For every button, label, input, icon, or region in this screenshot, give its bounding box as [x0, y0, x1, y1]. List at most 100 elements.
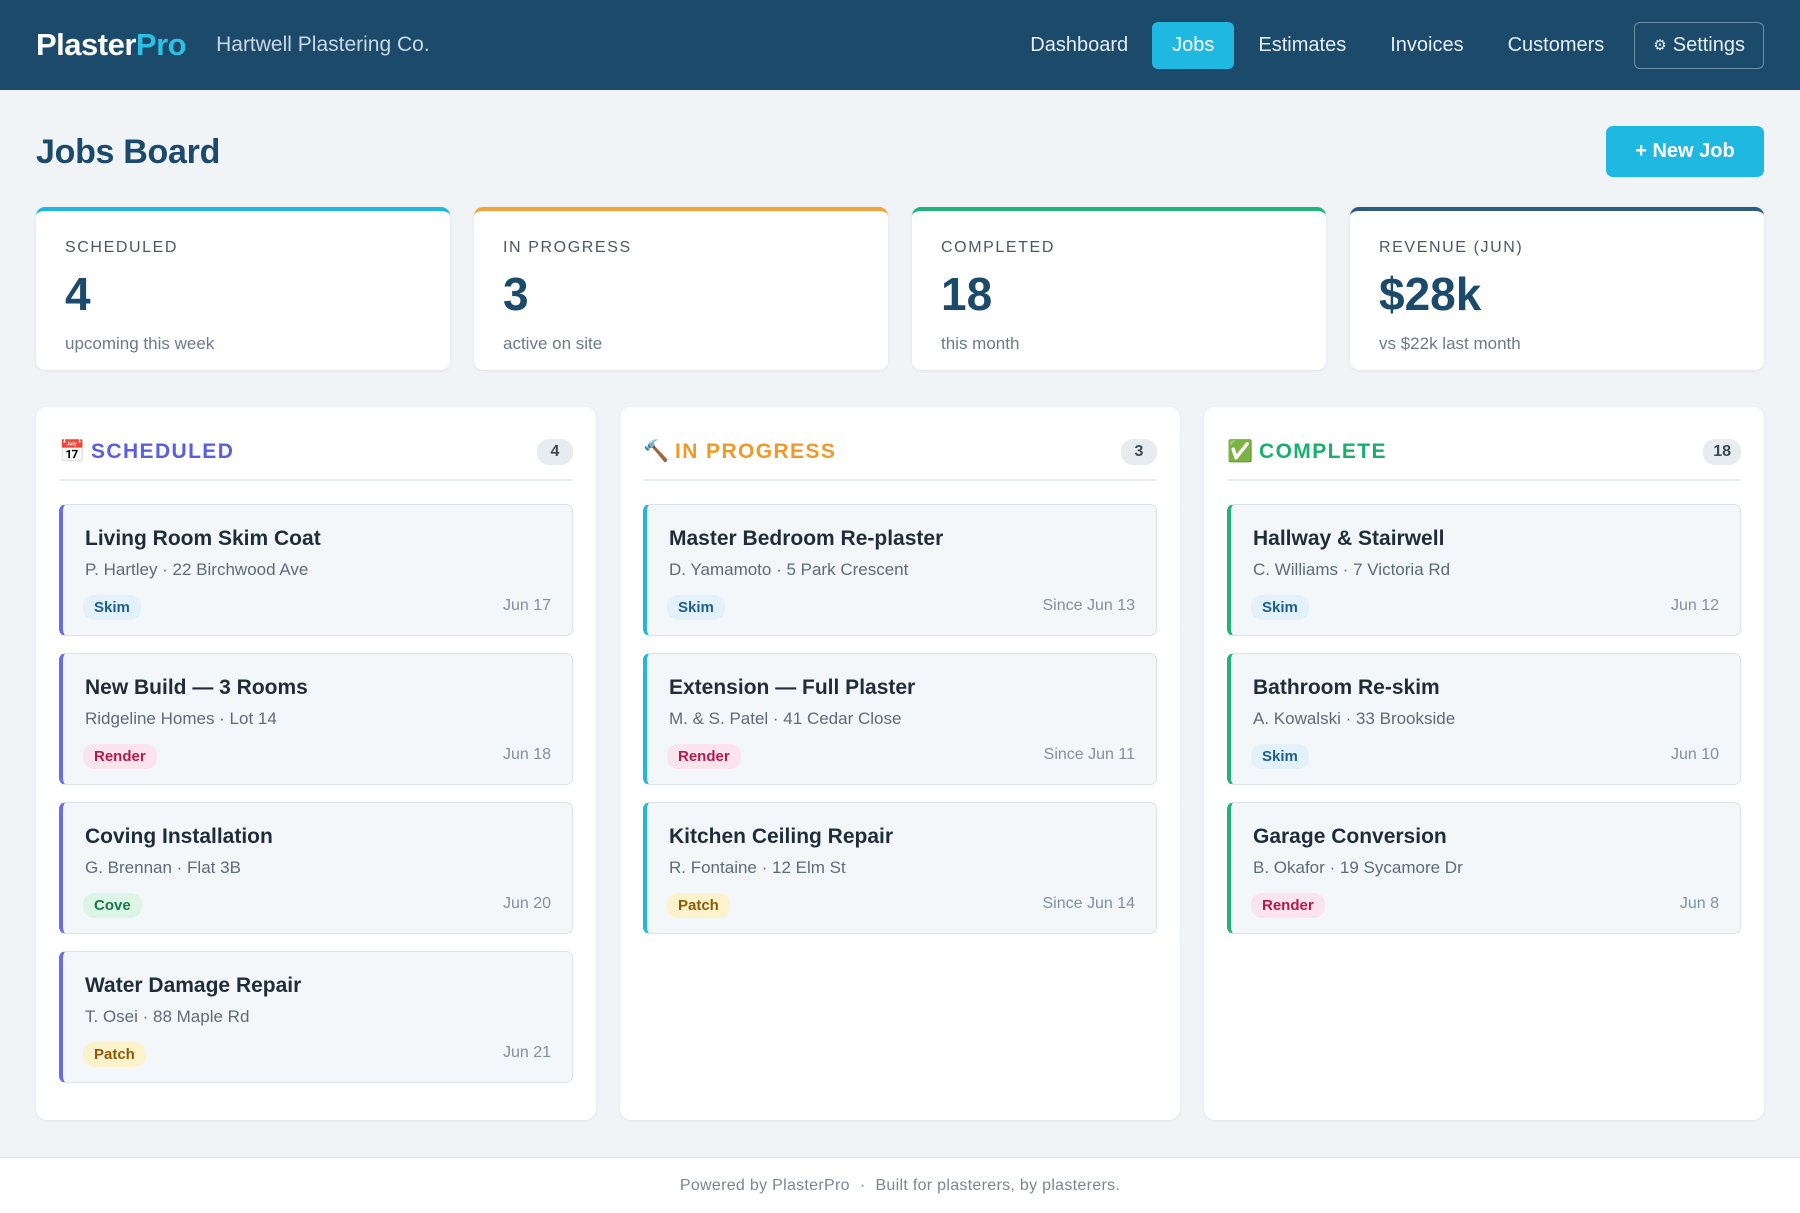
- job-type-tag: Patch: [667, 893, 730, 918]
- stat-value: 4: [65, 268, 91, 320]
- job-card[interactable]: Extension — Full Plaster M. & S. Patel ·…: [643, 653, 1157, 785]
- job-card[interactable]: Coving Installation G. Brennan · Flat 3B…: [59, 802, 573, 934]
- footer-powered-by: Powered by PlasterPro: [679, 1176, 850, 1194]
- new-job-button[interactable]: + New Job: [1606, 126, 1764, 177]
- stat-card-revenue: REVENUE (JUN) $28k vs $22k last month: [1350, 207, 1764, 370]
- page-title: Jobs Board: [36, 133, 221, 171]
- footer-separator: ·: [859, 1176, 866, 1194]
- settings-label: Settings: [1672, 33, 1745, 56]
- top-navigation-bar: PlasterPro Hartwell Plastering Co. Dashb…: [0, 0, 1800, 90]
- job-meta: P. Hartley · 22 Birchwood Ave: [85, 560, 309, 579]
- stat-value: 18: [941, 268, 993, 320]
- job-meta: G. Brennan · Flat 3B: [85, 858, 241, 877]
- column-header: ✅ COMPLETE 18: [1227, 435, 1741, 481]
- job-card[interactable]: Kitchen Ceiling Repair R. Fontaine · 12 …: [643, 802, 1157, 934]
- job-meta: D. Yamamoto · 5 Park Crescent: [669, 560, 909, 579]
- company-name: Hartwell Plastering Co.: [216, 33, 430, 56]
- job-type-tag: Patch: [83, 1042, 146, 1067]
- logo-text-accent: Pro: [135, 27, 187, 62]
- job-card[interactable]: Living Room Skim Coat P. Hartley · 22 Bi…: [59, 504, 573, 636]
- job-title: Extension — Full Plaster: [669, 676, 916, 699]
- job-date: Jun 20: [502, 895, 551, 912]
- job-type-tag: Cove: [83, 893, 142, 918]
- hammer-icon: 🔨: [643, 440, 670, 463]
- job-title: New Build — 3 Rooms: [85, 676, 308, 699]
- job-type-tag: Render: [667, 744, 741, 769]
- nav-item-estimates[interactable]: Estimates: [1258, 33, 1347, 56]
- stat-subtext: active on site: [503, 334, 603, 353]
- job-type-tag: Skim: [667, 595, 725, 620]
- stat-subtext: this month: [941, 334, 1020, 353]
- column-title: COMPLETE: [1259, 440, 1387, 463]
- stat-value: $28k: [1379, 268, 1482, 320]
- job-title: Water Damage Repair: [85, 974, 302, 997]
- app-logo[interactable]: PlasterPro: [36, 27, 187, 63]
- gear-icon: ⚙: [1653, 37, 1667, 54]
- job-type-tag: Skim: [1251, 744, 1309, 769]
- check-icon: ✅: [1227, 440, 1254, 463]
- job-meta: Ridgeline Homes · Lot 14: [85, 709, 277, 728]
- job-title: Coving Installation: [85, 825, 273, 848]
- job-date: Jun 8: [1679, 895, 1719, 912]
- job-meta: A. Kowalski · 33 Brookside: [1253, 709, 1456, 728]
- jobs-kanban-board: 📅 SCHEDULED 4 Living Room Skim Coat P. H…: [36, 407, 1764, 1120]
- job-date: Jun 21: [502, 1044, 551, 1061]
- job-meta: B. Okafor · 19 Sycamore Dr: [1253, 858, 1463, 877]
- column-count-badge: 18: [1703, 439, 1741, 465]
- job-card[interactable]: New Build — 3 Rooms Ridgeline Homes · Lo…: [59, 653, 573, 785]
- column-header: 📅 SCHEDULED 4: [59, 435, 573, 481]
- job-date: Jun 17: [502, 597, 551, 614]
- nav-item-customers[interactable]: Customers: [1507, 33, 1605, 56]
- column-title: SCHEDULED: [91, 440, 235, 463]
- job-title: Kitchen Ceiling Repair: [669, 825, 894, 848]
- job-title: Hallway & Stairwell: [1253, 527, 1445, 550]
- job-type-tag: Render: [1251, 893, 1325, 918]
- job-title: Bathroom Re-skim: [1253, 676, 1440, 699]
- job-title: Master Bedroom Re-plaster: [669, 527, 944, 550]
- stat-label: COMPLETED: [941, 239, 1055, 256]
- logo-text-main: Plaster: [36, 27, 136, 62]
- stat-subtext: vs $22k last month: [1379, 334, 1521, 353]
- main-nav: Dashboard Jobs Estimates Invoices Custom…: [1010, 21, 1764, 69]
- job-date: Since Jun 11: [1043, 746, 1135, 763]
- column-in-progress: 🔨 IN PROGRESS 3 Master Bedroom Re-plaste…: [620, 407, 1180, 1120]
- job-card[interactable]: Master Bedroom Re-plaster D. Yamamoto · …: [643, 504, 1157, 636]
- job-date: Jun 12: [1670, 597, 1719, 614]
- job-card[interactable]: Garage Conversion B. Okafor · 19 Sycamor…: [1227, 802, 1741, 934]
- job-card[interactable]: Water Damage Repair T. Osei · 88 Maple R…: [59, 951, 573, 1083]
- stat-value: 3: [503, 268, 529, 320]
- job-date: Jun 10: [1670, 746, 1719, 763]
- stat-label: SCHEDULED: [65, 239, 179, 256]
- job-type-tag: Skim: [1251, 595, 1309, 620]
- footer-tagline: Built for plasterers, by plasterers.: [875, 1176, 1121, 1194]
- stat-card-completed: COMPLETED 18 this month: [912, 207, 1326, 370]
- job-meta: T. Osei · 88 Maple Rd: [85, 1007, 250, 1026]
- stat-card-scheduled: SCHEDULED 4 upcoming this week: [36, 207, 450, 370]
- job-date: Jun 18: [502, 746, 551, 763]
- settings-button[interactable]: ⚙ Settings: [1634, 21, 1764, 69]
- stat-card-in-progress: IN PROGRESS 3 active on site: [474, 207, 888, 370]
- nav-item-dashboard[interactable]: Dashboard: [1030, 33, 1129, 56]
- page-footer: Powered by PlasterPro · Built for plaste…: [0, 1157, 1800, 1213]
- job-meta: C. Williams · 7 Victoria Rd: [1253, 560, 1451, 579]
- stat-label: IN PROGRESS: [503, 239, 632, 256]
- column-count-badge: 4: [537, 439, 573, 465]
- stats-row: SCHEDULED 4 upcoming this week IN PROGRE…: [36, 207, 1764, 370]
- stat-subtext: upcoming this week: [65, 334, 215, 353]
- job-title: Living Room Skim Coat: [85, 527, 321, 550]
- job-meta: R. Fontaine · 12 Elm St: [669, 858, 846, 877]
- job-card[interactable]: Bathroom Re-skim A. Kowalski · 33 Brooks…: [1227, 653, 1741, 785]
- nav-item-invoices[interactable]: Invoices: [1390, 33, 1464, 56]
- nav-item-jobs[interactable]: Jobs: [1152, 21, 1235, 69]
- job-card[interactable]: Hallway & Stairwell C. Williams · 7 Vict…: [1227, 504, 1741, 636]
- job-type-tag: Render: [83, 744, 157, 769]
- column-scheduled: 📅 SCHEDULED 4 Living Room Skim Coat P. H…: [36, 407, 596, 1120]
- job-date: Since Jun 14: [1042, 895, 1135, 912]
- job-meta: M. & S. Patel · 41 Cedar Close: [669, 709, 902, 728]
- job-title: Garage Conversion: [1253, 825, 1447, 848]
- job-type-tag: Skim: [83, 595, 141, 620]
- stat-label: REVENUE (JUN): [1379, 239, 1524, 256]
- column-count-badge: 3: [1121, 439, 1157, 465]
- job-date: Since Jun 13: [1042, 597, 1135, 614]
- calendar-icon: 📅: [59, 440, 86, 463]
